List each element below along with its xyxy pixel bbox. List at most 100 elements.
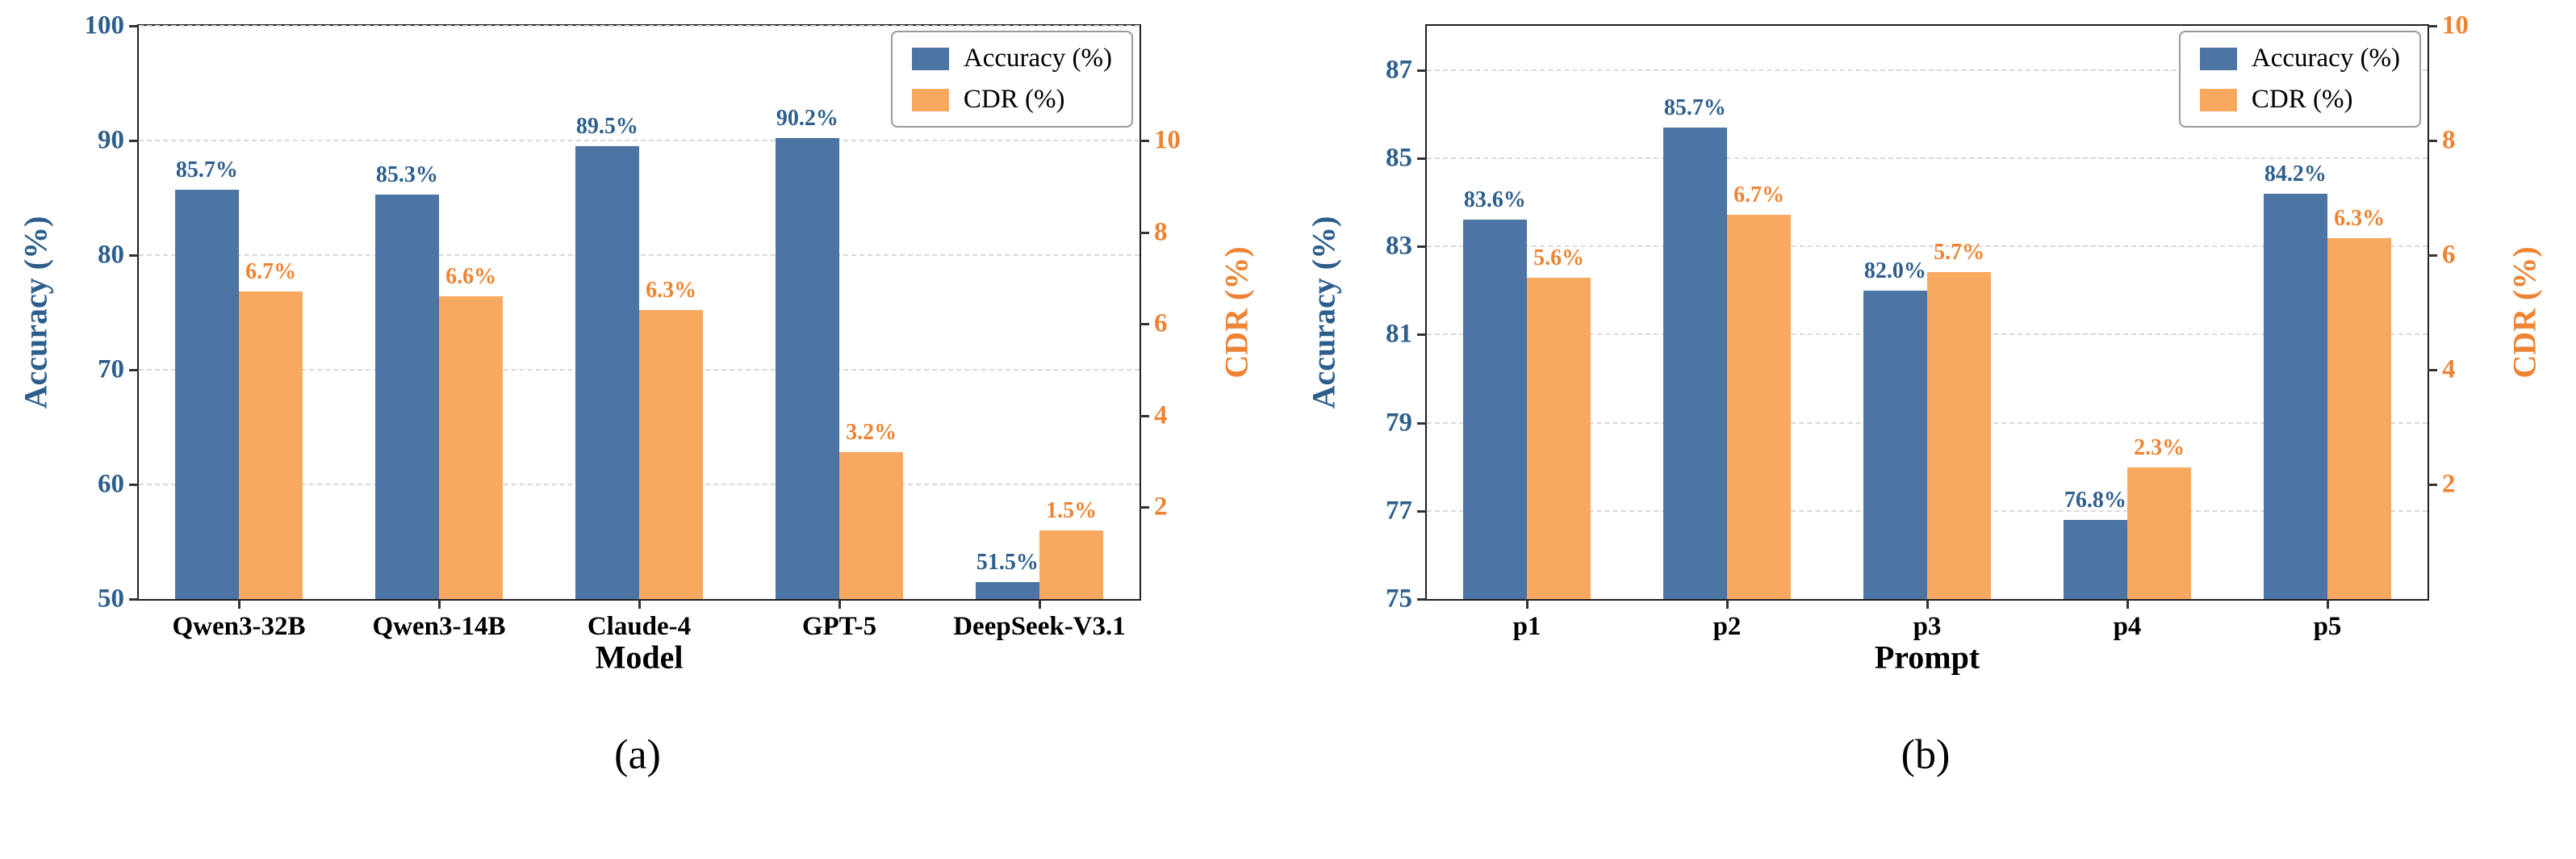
y-axis-tick-mark [1417, 509, 1427, 513]
gridline [1427, 69, 2428, 71]
right-axis-tick-mark [1140, 231, 1149, 234]
bar-cdr [839, 452, 904, 599]
x-axis-tick-label: DeepSeek-V3.1 [953, 612, 1126, 641]
left-axis-title: Accuracy (%) [17, 216, 54, 409]
y-axis-tick-mark [1417, 245, 1427, 249]
y-axis-tick-label: 87 [1386, 55, 1412, 85]
x-axis-tick-mark [1526, 599, 1528, 609]
y-axis-tick-label: 90 [98, 125, 124, 155]
x-axis-tick-mark [438, 599, 441, 609]
x-axis-tick-mark [238, 599, 240, 609]
accuracy-value-label: 76.8% [2064, 487, 2126, 513]
accuracy-value-label: 89.5% [575, 114, 638, 140]
x-axis-tick-mark [1926, 599, 1929, 609]
x-axis-tick-mark [638, 599, 641, 609]
right-axis-tick-label: 2 [2442, 469, 2456, 499]
bar-cdr [1039, 530, 1104, 599]
accuracy-value-label: 83.6% [1463, 187, 1526, 213]
y-axis-tick-mark [1417, 69, 1427, 72]
x-axis-tick-label: p2 [1712, 612, 1742, 641]
accuracy-value-label: 82.0% [1863, 258, 1926, 283]
x-axis-tick-mark [838, 599, 841, 609]
bar-accuracy [2263, 193, 2327, 599]
bar-accuracy [575, 146, 639, 599]
x-axis-tick-label: p1 [1512, 612, 1541, 641]
y-axis-tick-mark [129, 140, 139, 142]
bar-cdr [439, 296, 504, 599]
accuracy-value-label: 85.7% [1663, 94, 1726, 120]
right-axis-tick-mark [2428, 25, 2437, 27]
right-axis-tick-mark [2428, 484, 2437, 486]
right-axis-tick-mark [2428, 140, 2437, 142]
y-axis-tick-label: 70 [98, 354, 124, 384]
y-axis-tick-mark [1417, 421, 1427, 425]
cdr-value-label: 6.3% [646, 278, 697, 304]
y-axis-tick-label: 79 [1386, 408, 1412, 438]
right-axis-tick-mark [1140, 323, 1149, 326]
right-axis-tick-mark [1140, 506, 1149, 509]
cdr-value-label: 6.7% [1733, 182, 1785, 208]
y-axis-tick-mark [1417, 157, 1427, 160]
accuracy-value-label: 85.7% [175, 157, 238, 183]
y-axis-tick-label: 60 [98, 469, 124, 499]
accuracy-value-label: 85.3% [375, 161, 438, 187]
cdr-value-label: 1.5% [1046, 497, 1098, 523]
x-axis-tick-label: p4 [2113, 612, 2142, 641]
legend-label-cdr: CDR (%) [963, 85, 1065, 114]
x-axis-title: Model [595, 639, 684, 676]
x-axis-tick-label: Qwen3-32B [172, 612, 306, 641]
plot-area-b: Accuracy (%) CDR (%) Prompt Accuracy (%)… [1306, 11, 2543, 676]
y-axis-tick-label: 50 [98, 584, 124, 614]
accuracy-swatch-icon [2199, 47, 2237, 70]
right-axis-tick-label: 4 [1154, 400, 1168, 430]
y-axis-tick-mark [129, 369, 139, 371]
y-axis-tick-mark [129, 484, 139, 486]
y-axis-tick-label: 80 [98, 240, 124, 270]
caption-a: (a) [614, 731, 661, 778]
legend: Accuracy (%) CDR (%) [2178, 31, 2421, 128]
cdr-value-label: 5.6% [1533, 245, 1585, 271]
left-axis-title: Accuracy (%) [1305, 216, 1342, 409]
bar-cdr [239, 291, 303, 599]
bar-accuracy [374, 194, 439, 599]
accuracy-value-label: 84.2% [2264, 161, 2327, 186]
right-axis-tick-label: 8 [1154, 217, 1168, 247]
y-axis-tick-label: 81 [1386, 319, 1412, 349]
bar-accuracy [1863, 290, 1927, 599]
right-axis-tick-label: 4 [2442, 354, 2456, 384]
y-axis-tick-label: 83 [1386, 231, 1412, 261]
x-axis-tick-label: Claude-4 [587, 612, 692, 641]
legend: Accuracy (%) CDR (%) [890, 31, 1133, 128]
cdr-value-label: 6.6% [445, 264, 497, 290]
right-axis-tick-label: 2 [1154, 492, 1168, 522]
y-axis-tick-label: 85 [1386, 143, 1412, 173]
y-axis-tick-label: 75 [1386, 584, 1412, 614]
right-axis-tick-mark [1140, 140, 1149, 142]
x-axis-tick-mark [1726, 599, 1729, 609]
y-axis-tick-mark [1417, 598, 1427, 601]
bar-cdr [2327, 237, 2392, 599]
right-axis-tick-label: 10 [1154, 125, 1181, 155]
caption-b: (b) [1901, 731, 1951, 778]
chart-panel-a: Accuracy (%) CDR (%) Model Accuracy (%) … [17, 11, 1255, 778]
bar-accuracy [775, 138, 839, 599]
gridline [139, 140, 1140, 141]
right-axis-tick-label: 10 [2442, 10, 2469, 40]
bar-cdr [1727, 215, 1792, 599]
right-axis-title: CDR (%) [2506, 246, 2543, 379]
cdr-swatch-icon [911, 88, 949, 111]
bar-cdr [639, 310, 704, 599]
accuracy-value-label: 51.5% [976, 549, 1039, 575]
x-axis-tick-label: p3 [1913, 612, 1942, 641]
legend-label-cdr: CDR (%) [2251, 85, 2353, 114]
right-axis-tick-label: 6 [1154, 308, 1168, 338]
right-axis-title: CDR (%) [1218, 246, 1255, 379]
accuracy-swatch-icon [911, 47, 949, 70]
bar-cdr [1927, 272, 1992, 599]
cdr-value-label: 6.7% [245, 259, 297, 285]
x-axis-tick-label: Qwen3-14B [372, 612, 506, 641]
y-axis-tick-mark [129, 25, 139, 27]
gridline [139, 25, 1140, 27]
cdr-swatch-icon [2199, 88, 2237, 111]
